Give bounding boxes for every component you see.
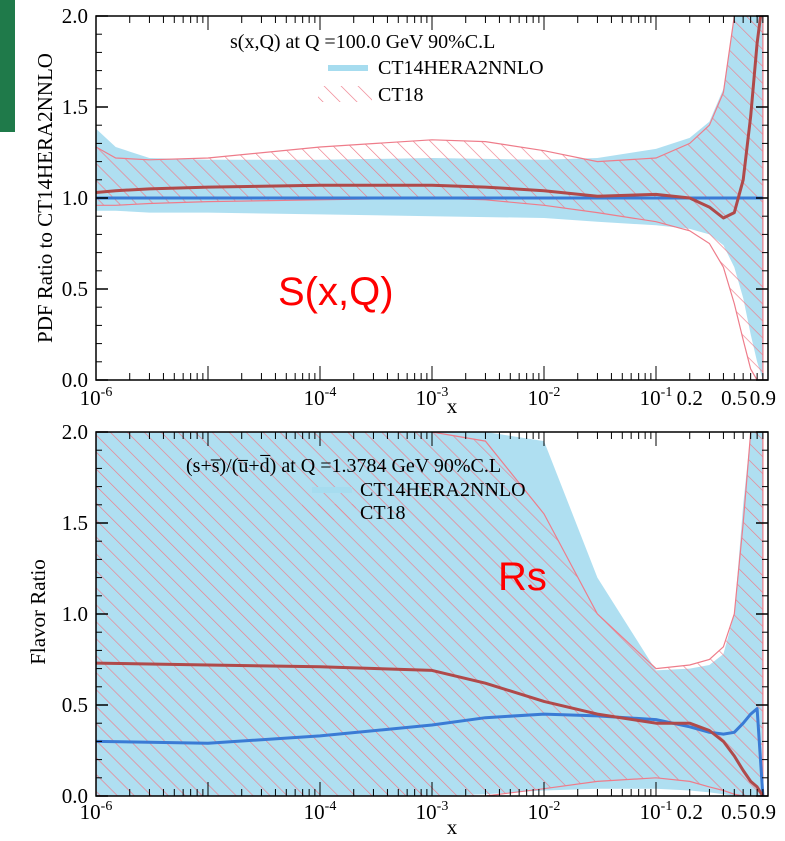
x-tick-label: 10-4: [304, 385, 337, 410]
x-tick-label: 10-3: [416, 385, 449, 410]
y-tick-label: 2.0: [62, 420, 88, 444]
y-tick-label: 0.0: [62, 784, 88, 808]
top-legend-swatch-ct18: [318, 86, 372, 102]
x-tick-label: 10-1: [640, 385, 673, 410]
bottom-chart-annotation: Rs: [498, 555, 547, 599]
bottom-legend-swatch-ct18: [302, 504, 356, 520]
x-tick-label: 10-6: [80, 799, 113, 824]
bottom-chart-ylabel: Flavor Ratio: [26, 559, 50, 665]
slide-accent-bar: [0, 0, 15, 132]
bottom-chart-xlabel: x: [447, 815, 458, 839]
x-tick-label: 10-6: [80, 385, 113, 410]
top-chart-annotation: S(x,Q): [278, 270, 394, 314]
top-chart-title: s(x,Q) at Q =100.0 GeV 90%C.L: [230, 31, 495, 53]
bottom-legend-ct18: CT18: [360, 502, 406, 524]
top-legend-ct14: CT14HERA2NNLO: [378, 57, 544, 79]
bottom-chart-ticks: 0.0 0.5 1.0 1.5 2.0 10-6 10-4 10-3 10-2 10-1 0.2 0.…: [62, 420, 776, 824]
x-tick-label: 10-3: [416, 799, 449, 824]
top-chart-lines: [96, 16, 763, 220]
y-tick-label: 0.0: [62, 368, 88, 392]
x-tick-label: 10-4: [304, 799, 337, 824]
top-chart-xlabel: x: [447, 394, 458, 418]
x-tick-label: 10-2: [528, 799, 561, 824]
x-tick-label: 0.9: [750, 800, 776, 824]
bottom-chart-title: (s+s̅)/(u̅+d̅) at Q =1.3784 GeV 90%C.L: [186, 455, 501, 477]
x-tick-label: 0.9: [750, 386, 776, 410]
x-tick-label: 10-2: [528, 385, 561, 410]
bottom-band-ct18: [96, 432, 764, 796]
y-tick-label: 2.0: [62, 4, 88, 28]
x-tick-label: 10-1: [640, 799, 673, 824]
top-chart-panel: 0.0 0.5 1.0 1.5 2.0 10-6 10-4 10-3 10-2 10-1 0.2 0.…: [33, 4, 776, 418]
x-tick-label: 0.2: [677, 800, 703, 824]
x-tick-label: 0.5: [721, 800, 747, 824]
bottom-chart-panel: 0.0 0.5 1.0 1.5 2.0 10-6 10-4 10-3 10-2 10-1 0.2 0.…: [26, 420, 776, 839]
y-tick-label: 1.5: [62, 511, 88, 535]
top-line-ct18: [96, 16, 763, 220]
x-tick-label: 0.2: [677, 386, 703, 410]
y-tick-label: 1.0: [62, 602, 88, 626]
bottom-legend-ct14: CT14HERA2NNLO: [360, 479, 526, 501]
top-legend-ct18: CT18: [378, 84, 424, 106]
y-tick-label: 0.5: [62, 693, 88, 717]
x-tick-label: 0.5: [721, 386, 747, 410]
y-tick-label: 1.0: [62, 186, 88, 210]
y-tick-label: 0.5: [62, 277, 88, 301]
bottom-chart-bands: [96, 432, 764, 796]
bottom-chart-lines: [96, 661, 765, 796]
bottom-line-ct18: [96, 661, 765, 796]
top-chart-ylabel: PDF Ratio to CT14HERA2NNLO: [33, 53, 57, 343]
y-tick-label: 1.5: [62, 95, 88, 119]
